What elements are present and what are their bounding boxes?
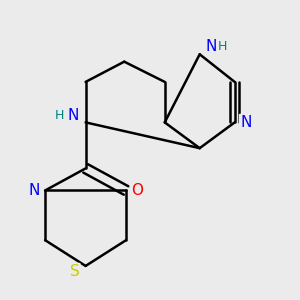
Text: N: N (240, 115, 251, 130)
Text: O: O (131, 183, 143, 198)
Text: H: H (218, 40, 227, 53)
Text: H: H (54, 109, 64, 122)
Text: N: N (205, 39, 216, 54)
Text: N: N (28, 183, 40, 198)
Text: N: N (67, 107, 78, 122)
Text: S: S (70, 264, 80, 279)
